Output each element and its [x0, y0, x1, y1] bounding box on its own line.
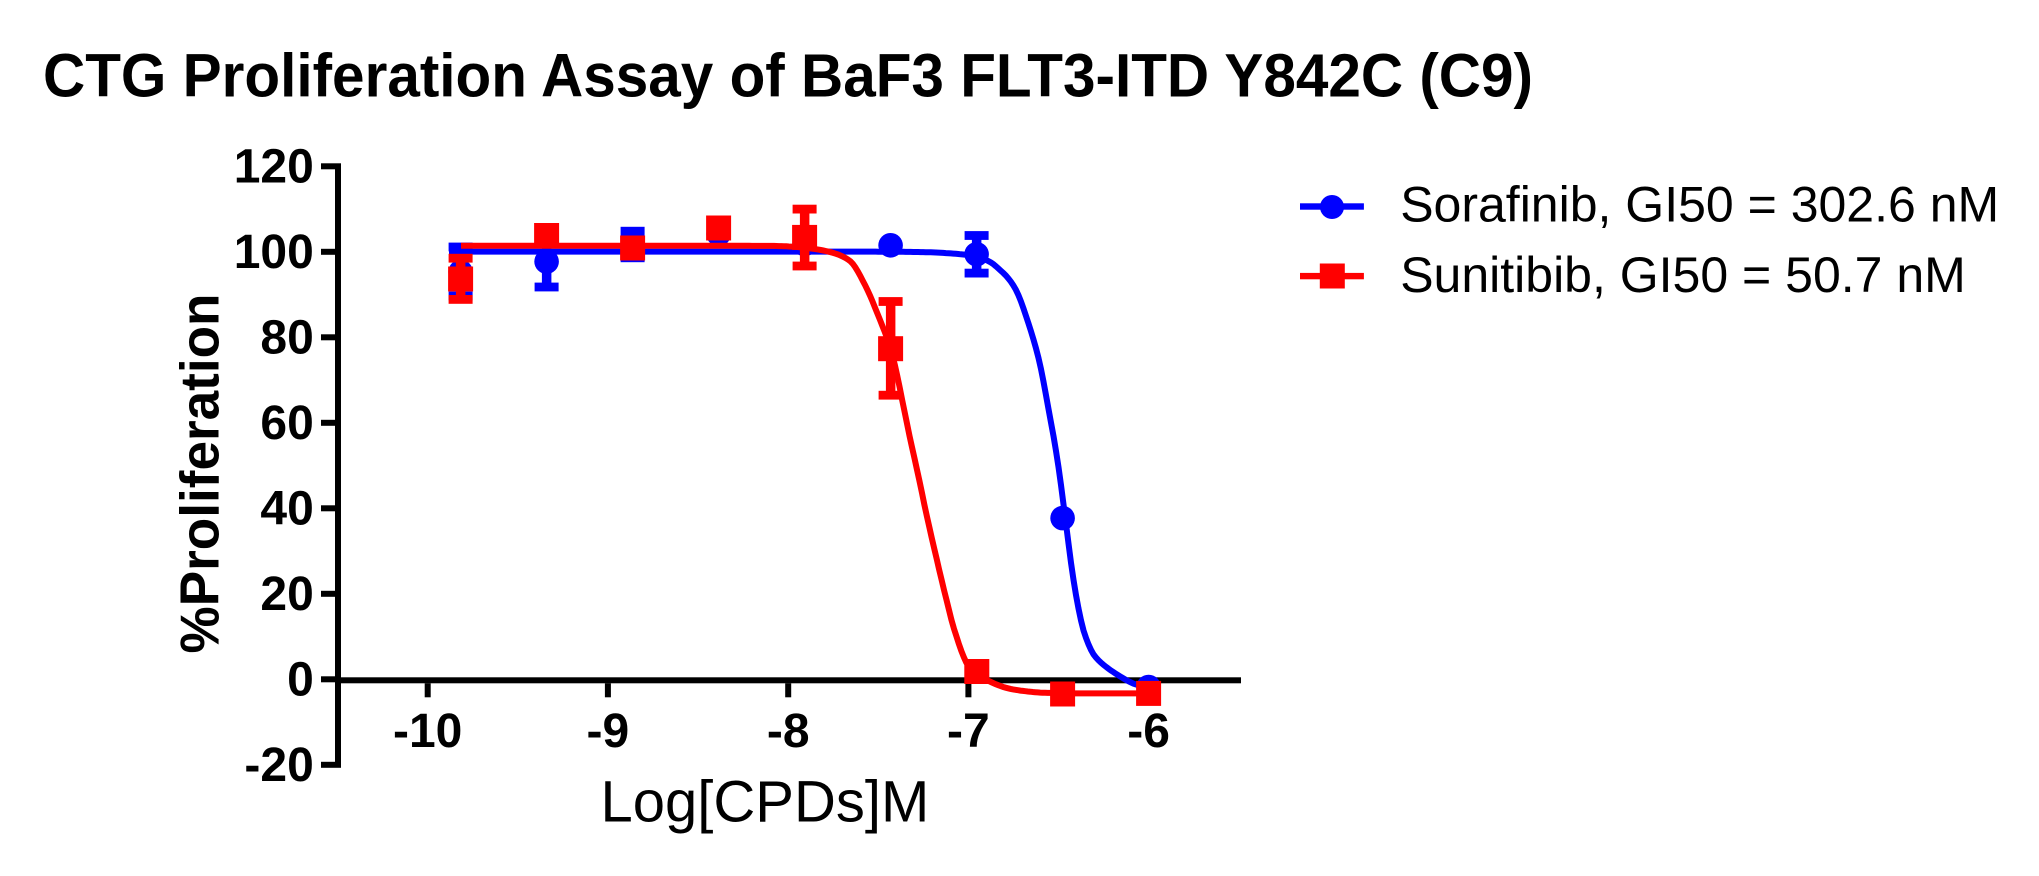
svg-text:-7: -7: [947, 705, 990, 758]
svg-text:80: 80: [260, 311, 313, 364]
svg-text:Log[CPDs]M: Log[CPDs]M: [601, 770, 930, 835]
svg-text:%Proliferation: %Proliferation: [169, 294, 231, 654]
svg-text:-20: -20: [244, 739, 313, 792]
svg-text:40: 40: [260, 482, 313, 535]
svg-text:20: 20: [260, 568, 313, 621]
svg-text:60: 60: [260, 397, 313, 450]
svg-text:Sorafinib, GI50 = 302.6 nM: Sorafinib, GI50 = 302.6 nM: [1400, 176, 1999, 232]
svg-text:-10: -10: [393, 705, 462, 758]
svg-text:-9: -9: [587, 705, 630, 758]
svg-text:-8: -8: [767, 705, 810, 758]
svg-text:120: 120: [234, 140, 314, 193]
svg-text:CTG Proliferation Assay of BaF: CTG Proliferation Assay of BaF3 FLT3-ITD…: [43, 42, 1533, 110]
svg-text:0: 0: [287, 653, 314, 706]
svg-text:Sunitibib, GI50 = 50.7 nM: Sunitibib, GI50 = 50.7 nM: [1400, 247, 1966, 303]
svg-text:100: 100: [234, 226, 314, 279]
svg-text:-6: -6: [1127, 705, 1170, 758]
